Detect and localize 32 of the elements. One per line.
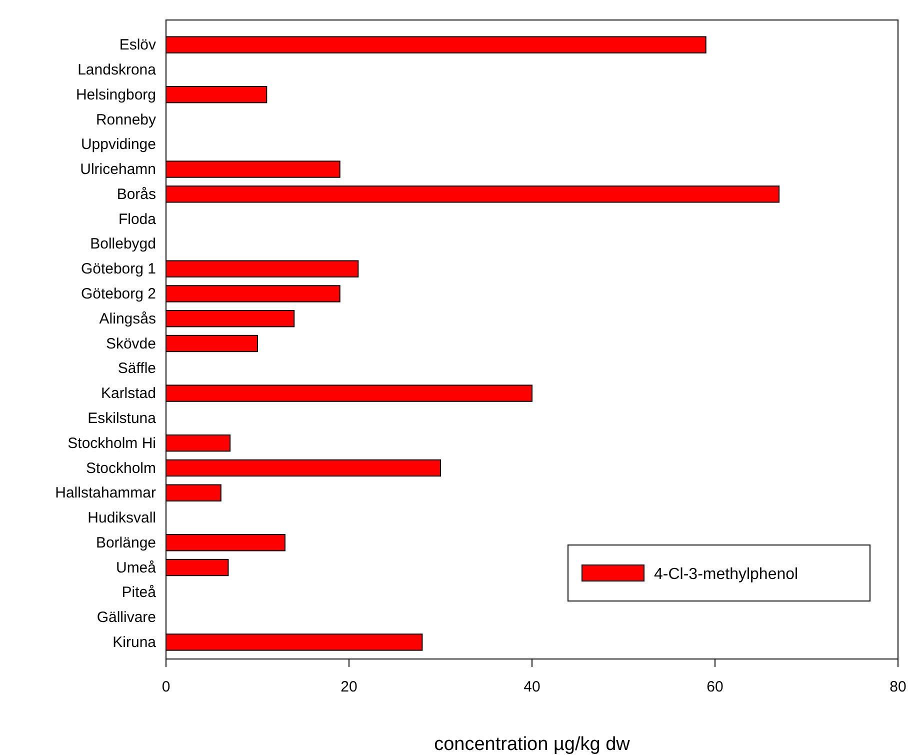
x-axis-title: concentration µg/kg dw [434, 734, 630, 755]
y-tick-label: Karlstad [100, 385, 156, 402]
y-tick-label: Kiruna [112, 634, 157, 651]
y-tick-label: Umeå [116, 559, 157, 576]
x-tick-label: 20 [340, 678, 358, 696]
y-tick-label: Helsingborg [76, 86, 156, 104]
y-tick-label: Uppvidinge [80, 136, 156, 154]
y-tick-label: Skövde [106, 335, 156, 352]
y-tick-label: Hudiksvall [88, 510, 156, 527]
y-tick-label: Piteå [122, 584, 157, 602]
legend-label: 4-Cl-3-methylphenol [654, 566, 798, 583]
y-tick-label: Gällivare [96, 609, 156, 626]
x-tick-label: 60 [706, 678, 724, 696]
y-tick-label: Eskilstuna [88, 410, 157, 427]
x-tick-label: 40 [524, 678, 540, 696]
y-tick-label: Ulricehamn [80, 161, 156, 178]
x-tick-label: 80 [890, 678, 906, 696]
y-tick-label: Stockholm Hi [68, 434, 156, 452]
x-tick-label: 0 [162, 678, 170, 696]
y-tick-label: Göteborg 1 [80, 260, 156, 278]
y-tick-label: Göteborg 2 [80, 286, 156, 303]
y-tick-label: Hallstahammar [55, 484, 156, 502]
y-tick-label: Borås [116, 186, 156, 203]
y-tick-label: Alingsås [99, 310, 156, 328]
y-tick-label: Eslöv [119, 36, 156, 54]
y-tick-label: Landskrona [78, 61, 157, 78]
y-tick-label: Bollebygd [90, 236, 156, 253]
y-tick-label: Floda [118, 210, 157, 228]
y-tick-label: Säffle [118, 360, 156, 378]
y-tick-label: Stockholm [86, 460, 156, 477]
y-tick-label: Borlänge [96, 534, 156, 552]
y-tick-label: Ronneby [96, 111, 156, 128]
